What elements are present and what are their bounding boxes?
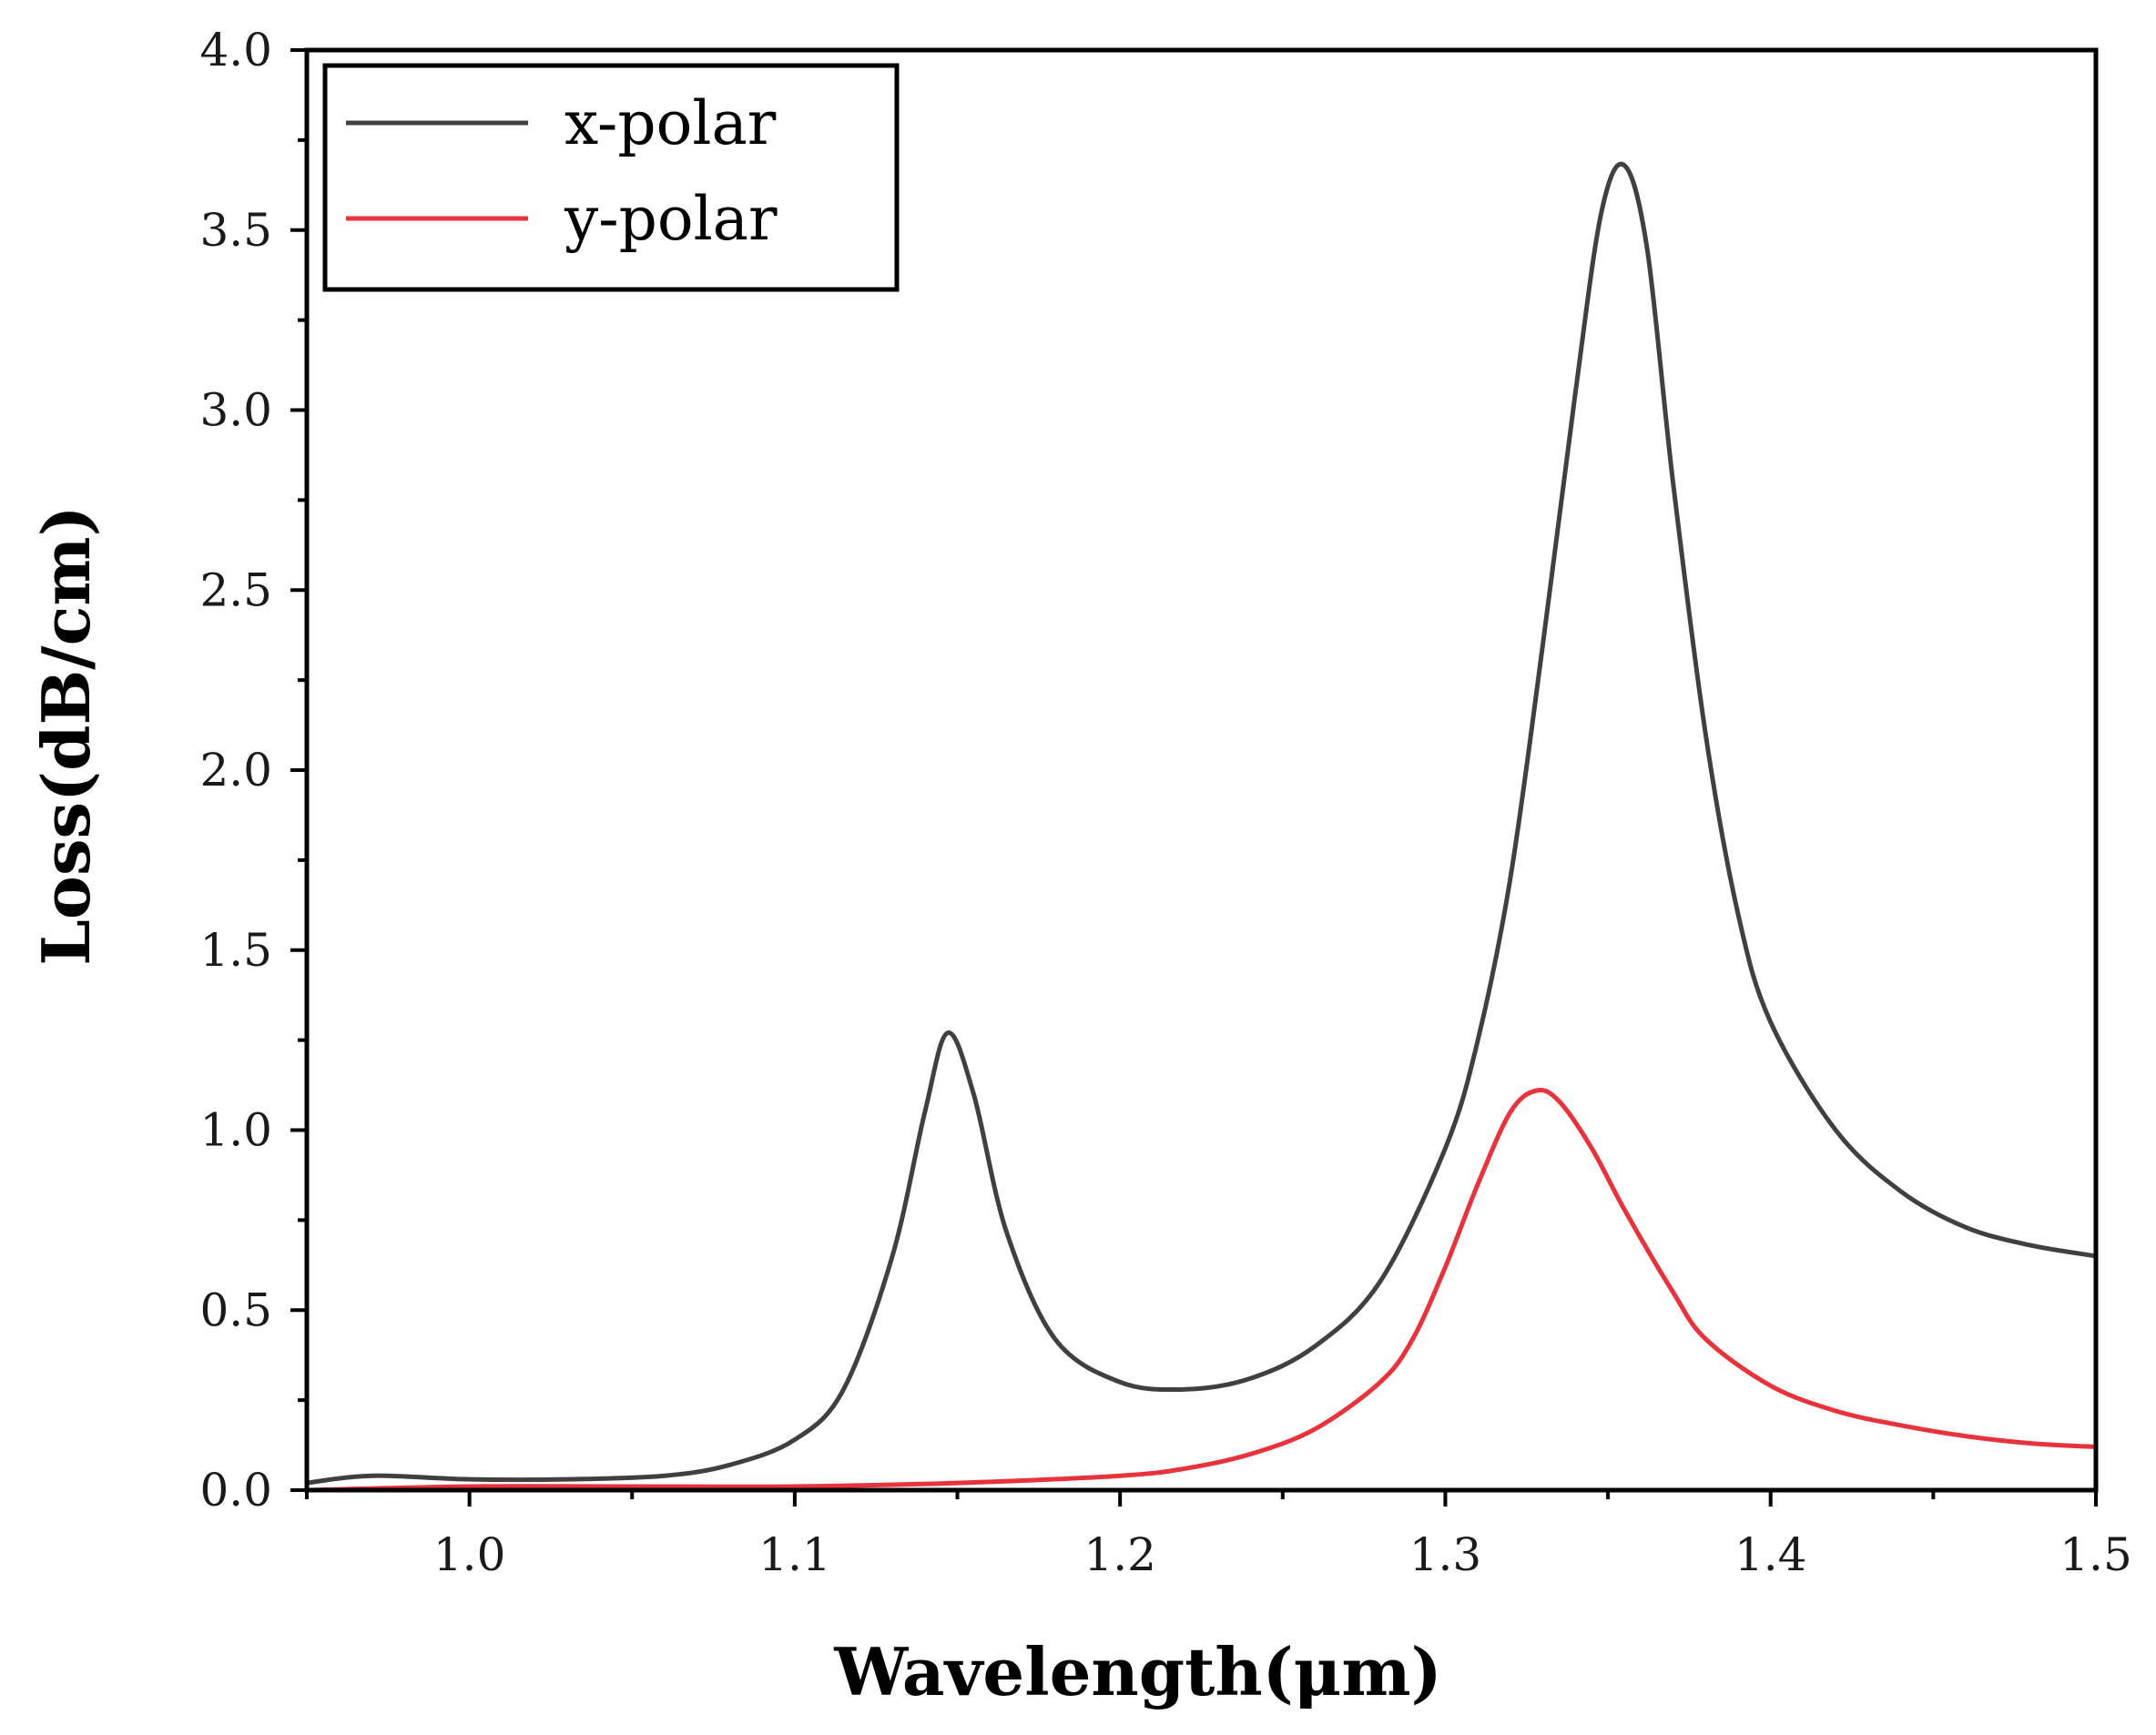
legend-label-x-polar: x-polar (564, 88, 777, 158)
y-tick-label: 2.5 (199, 563, 272, 616)
x-tick-label: 1.3 (1409, 1528, 1482, 1581)
legend: x-polar y-polar (322, 63, 900, 292)
series-line-x-polar (304, 161, 2099, 1486)
series-line-y-polar (304, 1088, 2099, 1493)
x-tick-label: 1.0 (433, 1528, 506, 1581)
y-tick-label: 4.0 (199, 24, 272, 76)
x-tick-label: 1.5 (2059, 1528, 2132, 1581)
y-tick-label: 2.0 (199, 744, 272, 796)
y-tick-label: 1.5 (199, 924, 272, 977)
y-tick-label: 0.5 (199, 1283, 272, 1336)
y-axis-title: Loss(dB/cm) (27, 505, 105, 965)
series-layer (304, 161, 2099, 1493)
legend-box (322, 63, 900, 292)
y-tick-label: 1.0 (199, 1104, 272, 1157)
x-tick-label: 1.4 (1734, 1528, 1807, 1581)
x-tick-label: 1.2 (1083, 1528, 1156, 1581)
axes-layer: 0.0 0.5 1.0 1.5 2.0 2.5 3.0 3.5 4.0 1.0 1.1 1.2 1.3 1… (199, 24, 2131, 1581)
legend-label-y-polar: y-polar (564, 184, 778, 254)
x-axis-title: Wavelength(μm) (833, 1633, 1441, 1710)
x-tick-label: 1.1 (758, 1528, 831, 1581)
y-tick-label: 0.0 (199, 1464, 272, 1517)
y-tick-label: 3.5 (199, 204, 272, 257)
y-tick-label: 3.0 (199, 384, 272, 437)
